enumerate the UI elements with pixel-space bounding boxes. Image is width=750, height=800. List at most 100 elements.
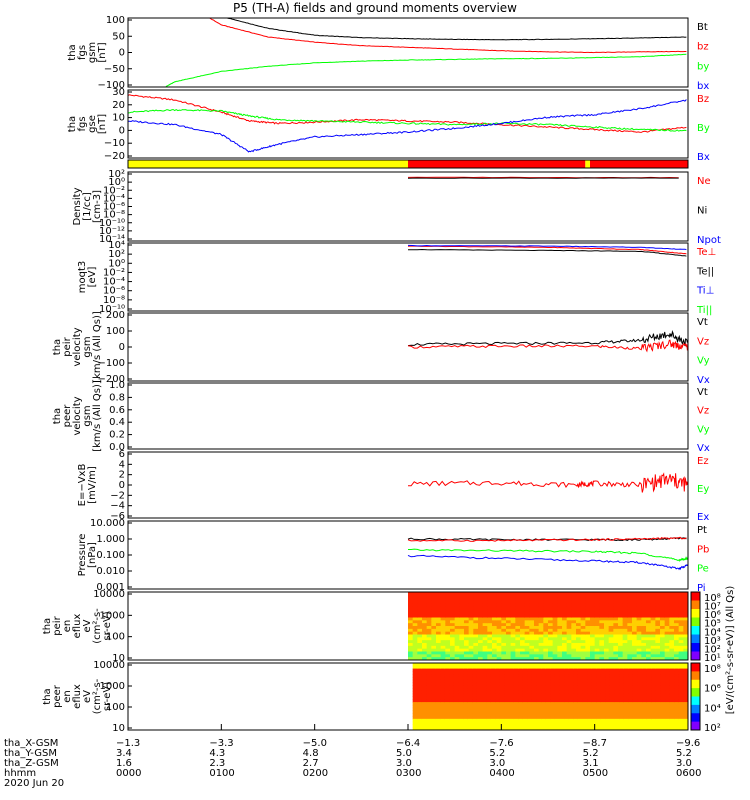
heatmap-cell <box>412 696 418 700</box>
heatmap-cell <box>548 631 554 635</box>
heatmap-cell <box>627 594 633 599</box>
heatmap-cell <box>665 721 671 725</box>
heatmap-cell <box>669 603 675 607</box>
heatmap-cell <box>545 702 551 706</box>
heatmap-cell <box>641 651 647 655</box>
heatmap-cell <box>564 707 570 711</box>
heatmap-cell <box>646 699 652 703</box>
heatmap-cell <box>527 727 533 731</box>
heatmap-cell <box>674 620 680 624</box>
y-axis-label: tha <box>42 688 53 704</box>
heatmap-cell <box>674 676 680 681</box>
heatmap-cell <box>417 724 423 728</box>
heatmap-cell <box>577 702 583 706</box>
heatmap-cell <box>632 693 639 697</box>
heatmap-cell <box>440 609 446 613</box>
heatmap-cell <box>576 628 582 633</box>
heatmap-cell <box>614 702 620 706</box>
heatmap-cell <box>568 676 574 681</box>
heatmap-cell <box>566 620 572 624</box>
y-axis-label: fgs <box>77 116 88 131</box>
heatmap-cell <box>669 707 675 711</box>
heatmap-cell <box>571 651 577 655</box>
heatmap-cell <box>618 626 624 630</box>
heatmap-cell <box>614 663 620 667</box>
heatmap-cell <box>440 648 446 652</box>
heatmap-cell <box>564 663 570 667</box>
heatmap-cell <box>440 597 446 601</box>
heatmap-cell <box>683 724 689 728</box>
heatmap-cell <box>646 611 652 616</box>
heatmap-cell <box>412 617 418 621</box>
heatmap-cell <box>552 620 558 624</box>
heatmap-cell <box>636 631 642 635</box>
heatmap-cell <box>510 648 516 652</box>
heatmap-cell <box>562 606 568 610</box>
heatmap-cell <box>599 648 605 652</box>
heatmap-cell <box>476 663 482 667</box>
colorbar-tick-label: 10¹ <box>704 653 721 664</box>
heatmap-cell <box>501 623 507 627</box>
heatmap-cell <box>482 631 488 635</box>
heatmap-cell <box>674 623 680 627</box>
heatmap-cell <box>515 645 521 650</box>
heatmap-cell <box>426 702 432 706</box>
heatmap-cell <box>487 654 493 658</box>
x-axis-value: −3.3 <box>209 738 234 749</box>
heatmap-cell <box>431 674 437 678</box>
heatmap-cell <box>683 682 689 686</box>
heatmap-cell <box>449 668 455 672</box>
colorbar-segment <box>691 663 700 672</box>
heatmap-cell <box>421 704 427 709</box>
y-tick-label: 0.4 <box>109 417 125 428</box>
heatmap-cell <box>481 713 487 717</box>
heatmap-cell <box>608 603 614 607</box>
heatmap-cell <box>564 702 570 706</box>
heatmap-cell <box>513 704 519 709</box>
heatmap-cell <box>408 603 414 607</box>
heatmap-cell <box>541 682 547 686</box>
heatmap-cell <box>527 671 533 675</box>
heatmap-cell <box>499 702 505 706</box>
heatmap-cell <box>509 696 515 700</box>
heatmap-cell <box>564 688 570 692</box>
legend-entry: Vz <box>697 336 709 347</box>
heatmap-cell <box>550 699 556 703</box>
heatmap-cell <box>623 721 629 725</box>
heatmap-cell <box>642 716 648 720</box>
heatmap-cell <box>504 710 510 714</box>
heatmap-cell <box>541 702 547 706</box>
heatmap-cell <box>585 609 591 613</box>
heatmap-cell <box>529 597 535 601</box>
heatmap-cell <box>541 707 547 711</box>
heatmap-cell <box>580 623 586 627</box>
heatmap-cell <box>436 611 442 616</box>
heatmap-cell <box>463 704 469 709</box>
heatmap-cell <box>552 637 558 641</box>
heatmap-cell <box>408 643 414 647</box>
heatmap-cell <box>571 611 577 616</box>
heatmap-cell <box>585 614 591 618</box>
heatmap-cell <box>600 676 606 681</box>
heatmap-cell <box>421 721 427 725</box>
heatmap-cell <box>637 665 643 670</box>
heatmap-cell <box>504 693 510 697</box>
heatmap-cell <box>435 713 441 717</box>
heatmap-cell <box>464 637 470 641</box>
heatmap-cell <box>636 617 642 621</box>
heatmap-cell <box>496 628 502 633</box>
heatmap-cell <box>564 724 570 728</box>
heatmap-cell <box>591 674 597 678</box>
heatmap-cell <box>467 727 473 731</box>
heatmap-cell <box>543 631 549 635</box>
heatmap-cell <box>435 724 441 728</box>
heatmap-cell <box>660 665 666 670</box>
heatmap-cell <box>660 648 666 652</box>
heatmap-cell <box>435 688 441 692</box>
heatmap-cell <box>580 600 586 604</box>
heatmap-cell <box>614 704 620 709</box>
heatmap-cell <box>450 634 456 638</box>
heatmap-cell <box>566 592 572 596</box>
heatmap-cell <box>499 724 505 728</box>
heatmap-cell <box>650 654 656 658</box>
